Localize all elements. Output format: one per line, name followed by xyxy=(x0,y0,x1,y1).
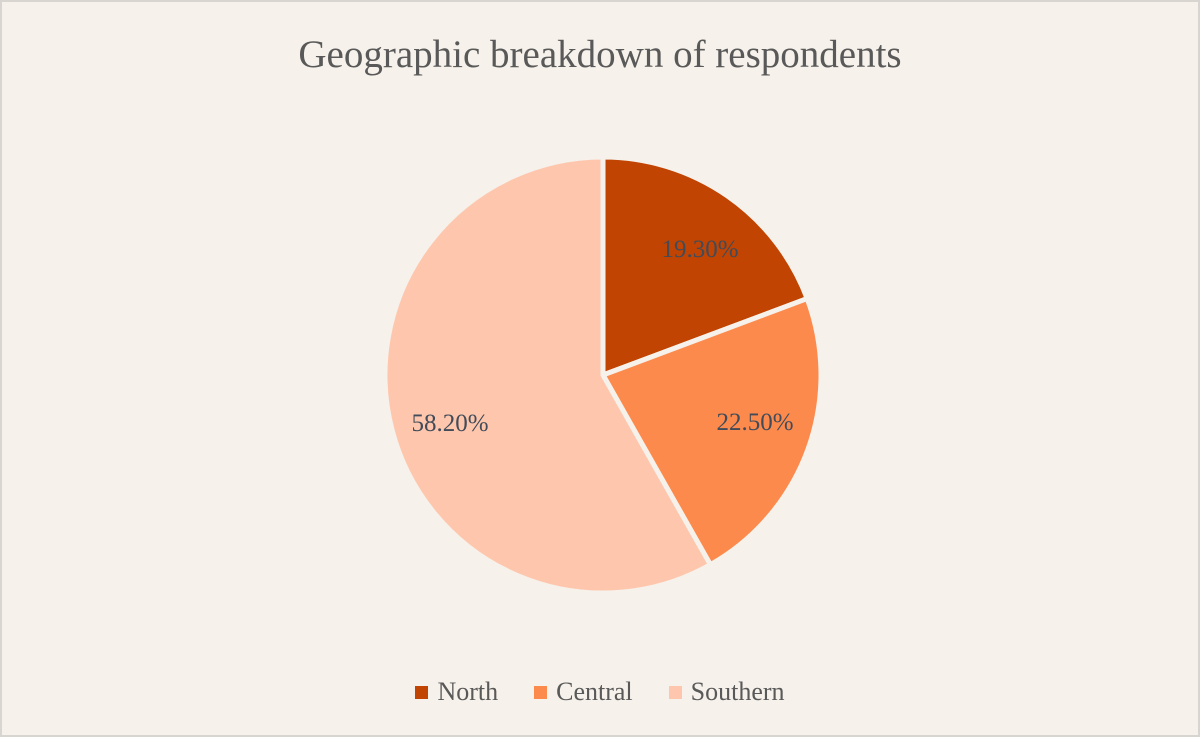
legend-label-north: North xyxy=(437,677,499,706)
data-label-central: 22.50% xyxy=(716,409,794,436)
chart-title: Geographic breakdown of respondents xyxy=(298,33,902,76)
pie-slice-central[interactable] xyxy=(599,295,824,569)
legend-label-central: Central xyxy=(556,677,633,706)
legend-swatch-north-icon xyxy=(415,685,429,699)
pie-slice-southern[interactable] xyxy=(382,154,714,596)
legend-item-north[interactable]: North xyxy=(415,679,498,705)
legend-swatch-central-icon xyxy=(534,685,548,699)
data-label-north: 19.30% xyxy=(661,236,739,263)
pie-slice-north[interactable] xyxy=(600,154,811,379)
legend-label-southern: Southern xyxy=(690,677,785,706)
data-label-southern: 58.20% xyxy=(411,410,489,437)
legend-swatch-southern-icon xyxy=(668,685,682,699)
legend-item-southern[interactable]: Southern xyxy=(668,677,785,706)
chart-legend: North Central Southern xyxy=(2,679,1198,705)
legend-item-central[interactable]: Central xyxy=(534,679,633,705)
